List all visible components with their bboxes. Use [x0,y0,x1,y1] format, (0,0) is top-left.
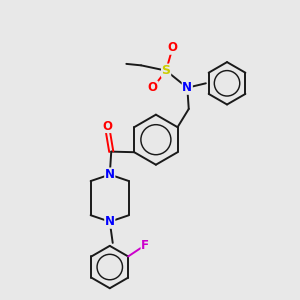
Text: O: O [103,119,113,133]
Text: N: N [182,81,192,94]
Text: N: N [105,215,115,228]
Text: N: N [105,168,115,181]
Text: S: S [162,64,171,77]
Text: O: O [148,81,158,94]
Text: F: F [141,239,149,252]
Text: O: O [168,41,178,54]
